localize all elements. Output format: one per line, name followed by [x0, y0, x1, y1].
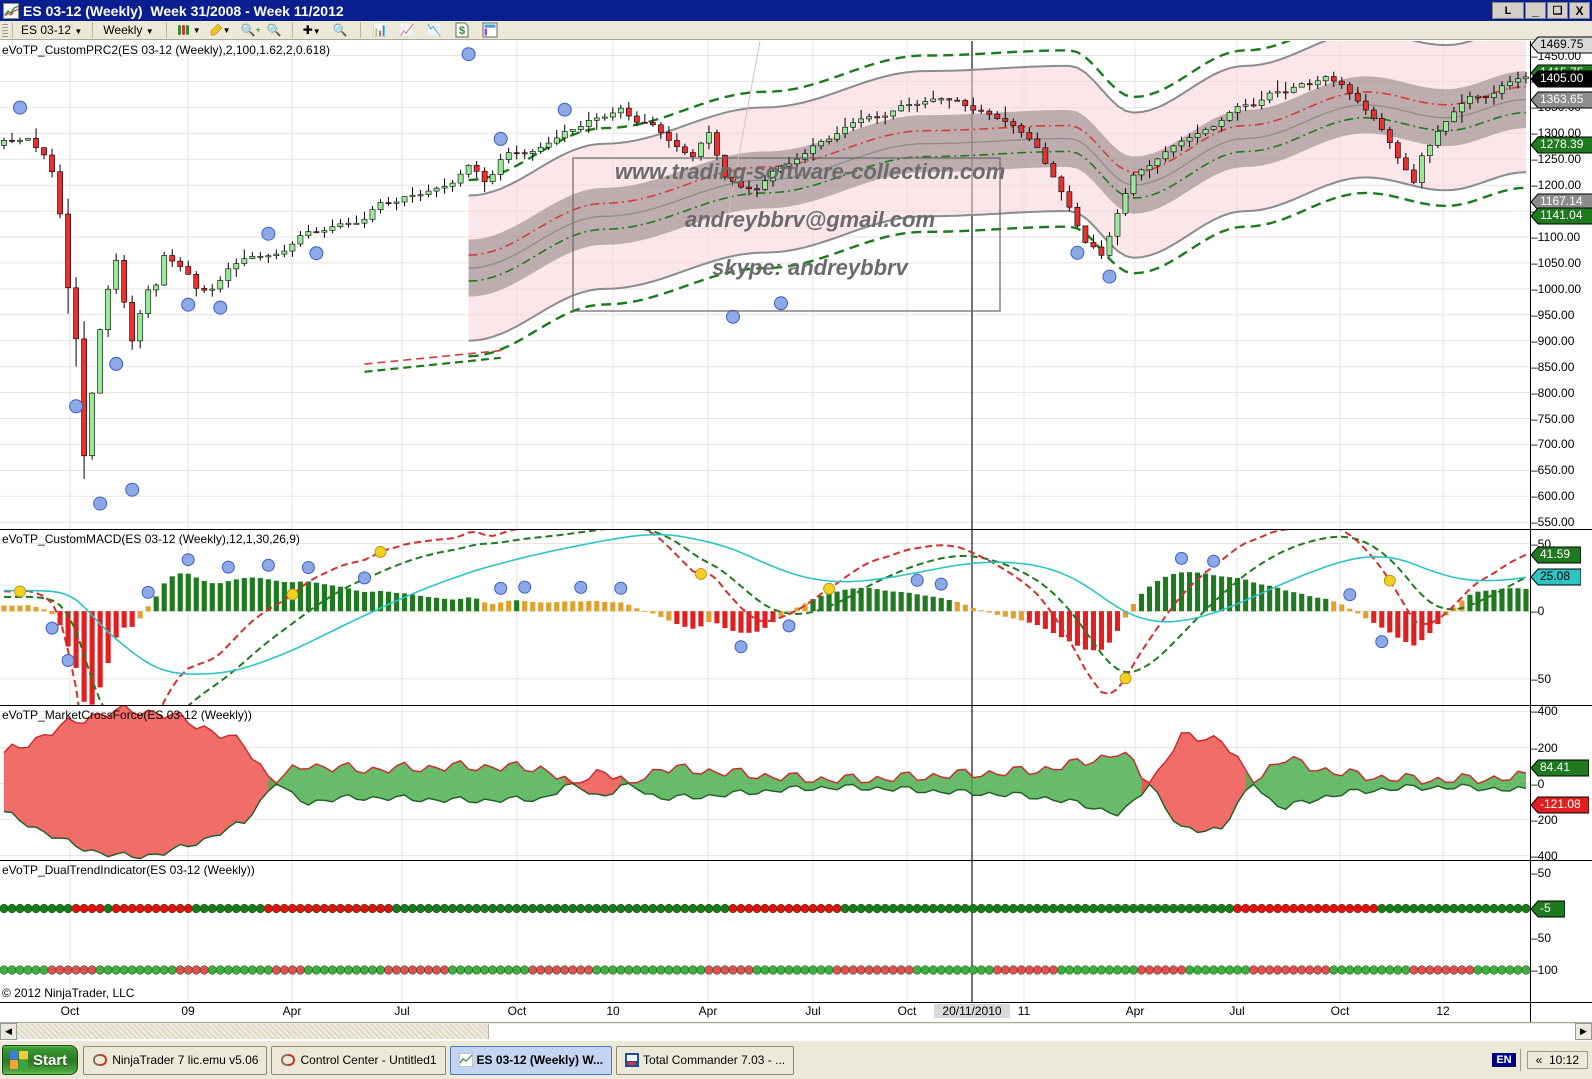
svg-text:$: $	[458, 25, 464, 37]
